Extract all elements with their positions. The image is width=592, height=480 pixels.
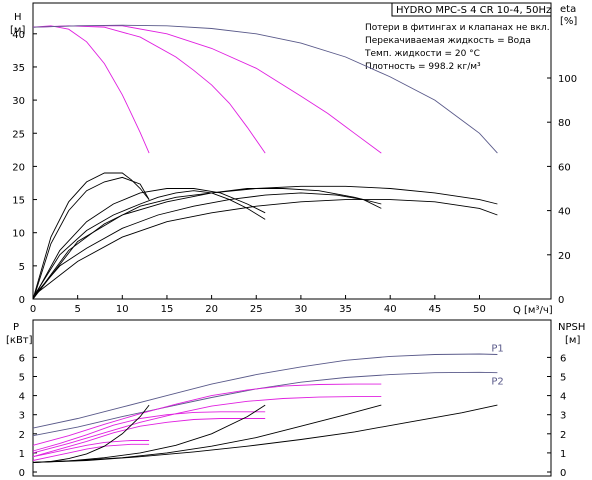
upper-curve-12	[32, 185, 498, 300]
lower-curve-9	[32, 404, 150, 463]
x-tick-label-0: 0	[30, 304, 36, 315]
y2-tick-label-100: 100	[558, 74, 577, 85]
p-axis-label: P	[13, 322, 19, 333]
p-axis-unit: [кВт]	[6, 335, 33, 346]
note-1: Потери в фитингах и клапанах не вкл.	[365, 23, 550, 33]
lower-curve-6	[32, 411, 266, 452]
x-tick-label-5: 5	[74, 304, 80, 315]
y-tick-label-35: 35	[12, 63, 25, 74]
lower-curve-3	[32, 396, 382, 454]
lower-curve-5	[32, 418, 266, 458]
x-axis-label: Q	[513, 305, 521, 316]
npsh-tick-label-1: 1	[560, 449, 566, 460]
p-tick-label-4: 4	[19, 392, 25, 403]
npsh-tick-label-2: 2	[560, 430, 566, 441]
upper-curve-4	[32, 24, 498, 154]
upper-curve-6	[34, 190, 266, 295]
y-tick-label-25: 25	[12, 129, 25, 140]
y-tick-label-20: 20	[12, 162, 25, 173]
x-axis-unit: [м³/ч]	[524, 305, 553, 316]
y2-axis-label: eta	[560, 4, 576, 15]
x-tick-label-45: 45	[428, 304, 441, 315]
lower-curves	[32, 353, 498, 463]
lower-curve-11	[32, 404, 382, 463]
x-tick-label-50: 50	[473, 304, 486, 315]
y-tick-label-5: 5	[19, 262, 25, 273]
upper-plot-frame	[32, 2, 552, 300]
upper-curves	[32, 24, 498, 300]
lower-y-ticks: 0 1 2 3 4 5 6	[19, 353, 37, 479]
y2-tick-label-20: 20	[558, 251, 571, 262]
title-box	[391, 2, 552, 17]
p-tick-label-5: 5	[19, 373, 25, 384]
lower-y2-ticks: 0 1 2 3 4 5 6	[547, 353, 566, 479]
upper-curve-8	[34, 199, 498, 295]
p-tick-label-0: 0	[19, 468, 25, 479]
y-axis-label: H	[14, 12, 22, 23]
lower-curve-8	[32, 440, 150, 458]
upper-curve-1	[32, 25, 150, 154]
x-tick-label-30: 30	[295, 304, 308, 315]
p-tick-label-3: 3	[19, 411, 25, 422]
y2-tick-label-60: 60	[558, 162, 571, 173]
p-tick-label-1: 1	[19, 449, 25, 460]
npsh-axis-label: NPSH	[558, 322, 585, 333]
npsh-tick-label-5: 5	[560, 373, 566, 384]
y2-axis-unit: [%]	[560, 16, 577, 27]
lower-curve-4	[32, 383, 382, 446]
y2-tick-label-40: 40	[558, 207, 571, 218]
series-label-p2: P2	[491, 377, 503, 388]
lower-series-labels: P1 P2	[491, 344, 503, 388]
upper-curve-9	[32, 172, 150, 300]
note-4: Плотность = 998.2 кг/м³	[365, 62, 481, 72]
series-label-p1: P1	[491, 344, 503, 355]
npsh-axis-unit: [м]	[565, 335, 580, 346]
lower-curve-1	[32, 353, 498, 429]
upper-curve-10	[32, 188, 266, 300]
y-tick-label-0: 0	[19, 295, 25, 306]
y-tick-label-30: 30	[12, 96, 25, 107]
npsh-tick-label-3: 3	[560, 411, 566, 422]
y-tick-label-10: 10	[12, 229, 25, 240]
x-tick-label-25: 25	[250, 304, 263, 315]
y-tick-label-40: 40	[12, 30, 25, 41]
y2-tick-label-0: 0	[558, 295, 564, 306]
lower-curve-2	[32, 371, 498, 437]
npsh-tick-label-6: 6	[560, 353, 566, 364]
x-tick-label-20: 20	[205, 304, 218, 315]
x-tick-label-10: 10	[116, 304, 129, 315]
lower-curve-12	[32, 404, 498, 463]
x-ticks: 0 5 10 15 20 25 30 35 40 45 50	[30, 295, 486, 315]
upper-plot: HYDRO MPC-S 4 CR 10-4, 50Hz Потери в фит…	[10, 2, 577, 316]
upper-y2-ticks: 0 20 40 60 80 100	[547, 74, 577, 306]
npsh-tick-label-0: 0	[560, 468, 566, 479]
lower-plot: P [кВт] NPSH [м] 0 1 2 3 4 5 6 0 1 2 3 4 5 6 P1 P2	[6, 319, 585, 479]
upper-curve-7	[34, 192, 382, 295]
note-2: Перекачиваемая жидкость = Вода	[365, 36, 531, 46]
upper-curve-2	[32, 25, 266, 154]
upper-curve-5	[34, 176, 150, 295]
y-axis-unit: [м]	[10, 25, 25, 36]
x-tick-label-35: 35	[339, 304, 352, 315]
y2-tick-label-80: 80	[558, 118, 571, 129]
npsh-tick-label-4: 4	[560, 392, 566, 403]
note-3: Темп. жидкости = 20 °C	[364, 49, 480, 59]
chart-title: HYDRO MPC-S 4 CR 10-4, 50Hz	[396, 5, 551, 16]
upper-y-ticks: 0 5 10 15 20 25 30 35 40	[12, 30, 37, 306]
p-tick-label-2: 2	[19, 430, 25, 441]
x-tick-label-15: 15	[161, 304, 174, 315]
p-tick-label-6: 6	[19, 353, 25, 364]
y-tick-label-15: 15	[12, 196, 25, 207]
x-tick-label-40: 40	[384, 304, 397, 315]
